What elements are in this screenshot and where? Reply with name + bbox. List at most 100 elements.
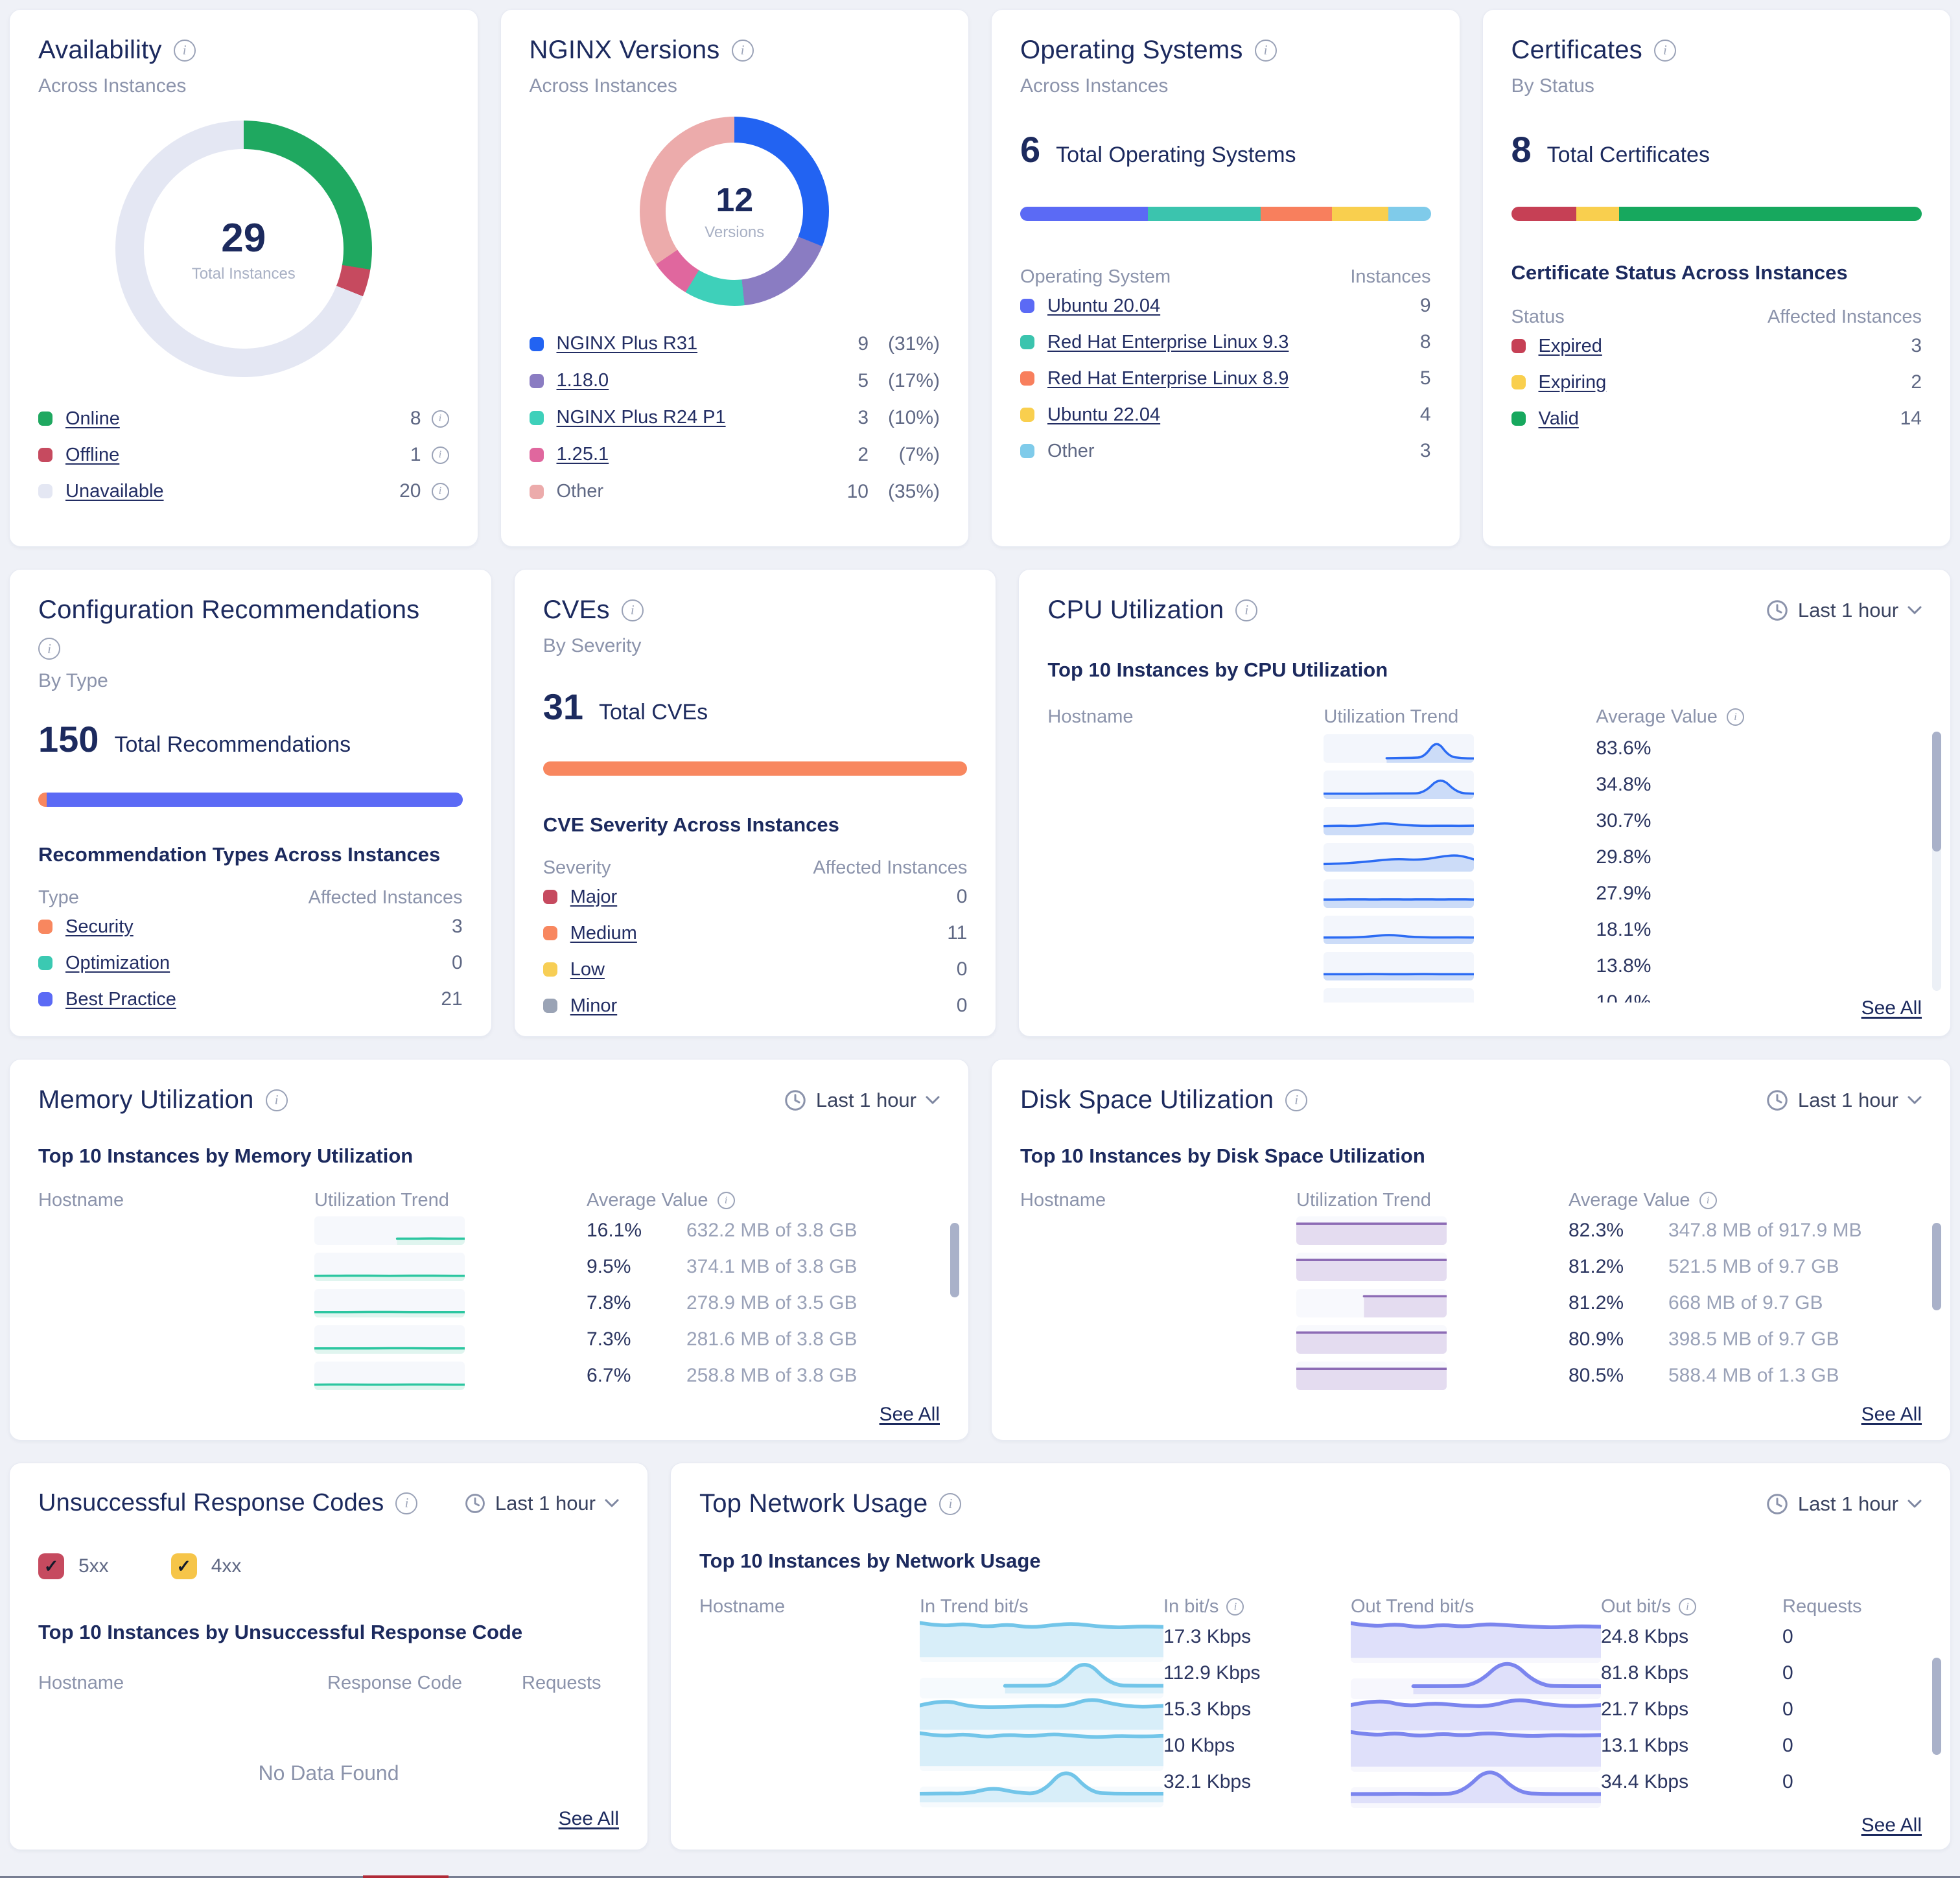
info-icon[interactable]: i: [1254, 39, 1277, 62]
os-stacked-bar: [1020, 207, 1431, 221]
col-header-hostname: Hostname: [38, 1190, 124, 1211]
info-icon[interactable]: i: [395, 1492, 418, 1514]
network-row: 15.3 Kbps 21.7 Kbps 0: [699, 1691, 1922, 1735]
rec-count: 3: [452, 916, 463, 937]
memory-detail: 278.9 MB of 3.5 GB: [686, 1292, 858, 1314]
card-subtitle: By Severity: [542, 635, 642, 656]
memory-detail: 281.6 MB of 3.8 GB: [686, 1328, 858, 1350]
info-icon[interactable]: i: [731, 39, 754, 62]
card-title: Configuration Recommendations: [38, 596, 420, 624]
total-cves-label: Total CVEs: [598, 700, 708, 725]
scrollbar-thumb[interactable]: [1932, 1223, 1941, 1310]
optimization-link[interactable]: Optimization: [65, 952, 170, 973]
col-header-instances: Instances: [1350, 266, 1431, 287]
os-link[interactable]: Ubuntu 20.04: [1047, 295, 1161, 316]
os-count: 8: [1419, 331, 1431, 353]
best-practice-link[interactable]: Best Practice: [65, 988, 176, 1010]
col-header-out-trend: Out Trend bit/s: [1351, 1596, 1475, 1617]
info-icon[interactable]: i: [621, 599, 644, 621]
cve-count: 0: [956, 886, 968, 907]
time-range-dropdown[interactable]: Last 1 hour: [784, 1089, 940, 1112]
scrollbar-thumb[interactable]: [1932, 732, 1942, 852]
cpu-sparkline: [1324, 734, 1475, 763]
info-icon[interactable]: i: [1226, 1598, 1244, 1616]
disk-utilization-card: Disk Space Utilization i Last 1 hour Top…: [991, 1059, 1951, 1441]
time-range-dropdown[interactable]: Last 1 hour: [1766, 1492, 1922, 1516]
scrollbar-thumb[interactable]: [950, 1223, 959, 1297]
info-icon[interactable]: i: [717, 1192, 735, 1209]
see-all-link[interactable]: See All: [1861, 997, 1922, 1019]
see-all-link[interactable]: See All: [1861, 1814, 1922, 1836]
os-swatch: [1020, 299, 1034, 313]
time-range-dropdown[interactable]: Last 1 hour: [1766, 599, 1922, 622]
info-icon[interactable]: i: [431, 482, 449, 500]
unavailable-link[interactable]: Unavailable: [65, 480, 164, 502]
disk-detail: 668 MB of 9.7 GB: [1668, 1292, 1823, 1314]
in-value: 16.9 Kbps: [1163, 1807, 1251, 1808]
expired-link[interactable]: Expired: [1538, 335, 1602, 356]
info-icon[interactable]: i: [431, 410, 449, 428]
see-all-link[interactable]: See All: [1861, 1404, 1922, 1425]
security-link[interactable]: Security: [65, 916, 134, 937]
major-link[interactable]: Major: [570, 886, 618, 907]
rec-row: Best Practice 21: [38, 981, 463, 1017]
time-range-value: Last 1 hour: [1797, 598, 1899, 621]
rec-count: 21: [441, 988, 463, 1010]
info-icon[interactable]: i: [38, 638, 60, 660]
version-link[interactable]: 1.25.1: [556, 444, 609, 465]
online-link[interactable]: Online: [65, 408, 120, 429]
version-link[interactable]: NGINX Plus R31: [556, 333, 698, 354]
version-link[interactable]: NGINX Plus R24 P1: [556, 407, 726, 428]
checkbox-4xx[interactable]: ✓: [170, 1553, 197, 1579]
cert-swatch: [1511, 412, 1526, 426]
section-title: Top 10 Instances by Memory Utilization: [38, 1144, 414, 1167]
info-icon[interactable]: i: [1235, 599, 1258, 621]
checkbox-5xx[interactable]: ✓: [38, 1553, 64, 1579]
cve-count: 0: [956, 995, 968, 1016]
info-icon[interactable]: i: [431, 446, 449, 464]
bottom-red-sliver: [363, 1875, 449, 1878]
out-trend-sparkline: [1351, 1662, 1603, 1699]
see-all-link[interactable]: See All: [558, 1808, 619, 1829]
memory-row: 9.5% 374.1 MB of 3.8 GB: [38, 1249, 940, 1285]
info-icon[interactable]: i: [173, 39, 196, 62]
disk-pct: 81.2%: [1569, 1256, 1624, 1277]
memory-sparkline: [314, 1362, 465, 1390]
cpu-rows: 83.6% 34.8% 30.7% 29.8%: [1047, 730, 1922, 1003]
see-all-link[interactable]: See All: [879, 1404, 940, 1425]
total-certs-label: Total Certificates: [1546, 143, 1710, 167]
minor-link[interactable]: Minor: [570, 995, 618, 1016]
cve-swatch: [542, 962, 557, 977]
scrollbar-thumb[interactable]: [1932, 1658, 1941, 1755]
info-icon[interactable]: i: [1679, 1598, 1696, 1616]
no-data-message: No Data Found: [258, 1761, 399, 1785]
cpu-sparkline: [1324, 988, 1475, 1003]
legend-row-online: Online 8 i: [38, 400, 449, 437]
os-link[interactable]: Red Hat Enterprise Linux 9.3: [1047, 331, 1289, 353]
time-range-dropdown[interactable]: Last 1 hour: [464, 1492, 619, 1515]
os-link[interactable]: Ubuntu 22.04: [1047, 404, 1161, 425]
low-link[interactable]: Low: [570, 958, 605, 980]
info-icon[interactable]: i: [1285, 1089, 1308, 1111]
offline-link[interactable]: Offline: [65, 444, 120, 465]
col-header-affected: Affected Instances: [308, 887, 463, 908]
availability-card: Availability i Across Instances 29 Total…: [9, 9, 478, 547]
disk-sparkline: [1296, 1216, 1447, 1245]
version-link[interactable]: 1.18.0: [556, 370, 609, 391]
info-icon[interactable]: i: [265, 1089, 288, 1111]
disk-pct: 80.9%: [1569, 1328, 1624, 1350]
out-trend-sparkline: [1349, 1621, 1603, 1663]
os-link[interactable]: Red Hat Enterprise Linux 8.9: [1047, 367, 1289, 389]
col-header-trend: Utilization Trend: [314, 1190, 449, 1211]
in-value: 17.3 Kbps: [1163, 1626, 1252, 1647]
info-icon[interactable]: i: [1653, 39, 1676, 62]
medium-link[interactable]: Medium: [570, 922, 637, 944]
valid-link[interactable]: Valid: [1538, 408, 1579, 429]
info-icon[interactable]: i: [1699, 1192, 1717, 1209]
expiring-link[interactable]: Expiring: [1538, 371, 1607, 393]
info-icon[interactable]: i: [1726, 708, 1744, 726]
info-icon[interactable]: i: [939, 1492, 962, 1515]
legend-row-unavailable: Unavailable 20 i: [38, 473, 449, 509]
time-range-dropdown[interactable]: Last 1 hour: [1766, 1089, 1922, 1112]
cpu-average-value: 34.8%: [1596, 774, 1651, 795]
